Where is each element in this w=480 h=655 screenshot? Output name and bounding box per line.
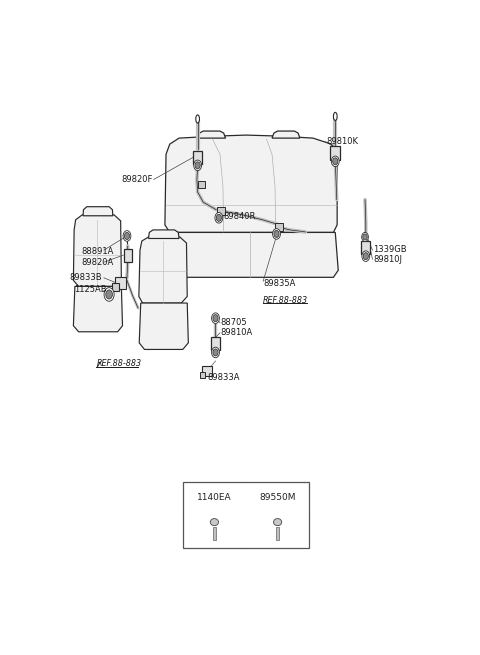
Bar — [112, 284, 119, 291]
Circle shape — [215, 212, 223, 223]
Ellipse shape — [196, 115, 200, 123]
Circle shape — [106, 290, 112, 299]
Bar — [115, 277, 126, 290]
Polygon shape — [148, 230, 179, 238]
Polygon shape — [139, 237, 187, 303]
Bar — [330, 146, 340, 160]
Polygon shape — [160, 233, 338, 277]
Circle shape — [213, 314, 218, 322]
Bar — [276, 523, 279, 527]
Circle shape — [363, 253, 368, 259]
Circle shape — [213, 349, 218, 356]
Text: 88705: 88705 — [221, 318, 247, 328]
Circle shape — [333, 158, 338, 165]
Circle shape — [362, 233, 368, 242]
Bar — [275, 223, 283, 231]
Bar — [183, 482, 309, 548]
Text: 89810A: 89810A — [221, 328, 253, 337]
Text: 89835A: 89835A — [264, 279, 296, 288]
Text: 89820A: 89820A — [82, 257, 114, 267]
Text: 89550M: 89550M — [259, 493, 296, 502]
Circle shape — [362, 251, 370, 261]
Polygon shape — [73, 215, 121, 286]
Bar — [198, 181, 205, 188]
Bar — [276, 527, 279, 540]
Text: 1339GB: 1339GB — [373, 244, 407, 253]
Bar — [202, 366, 212, 376]
Text: 89840R: 89840R — [224, 212, 256, 221]
Circle shape — [331, 156, 339, 166]
Polygon shape — [165, 135, 337, 233]
Text: 1140EA: 1140EA — [197, 493, 232, 502]
Bar — [211, 337, 219, 350]
Ellipse shape — [274, 519, 282, 526]
Bar — [216, 207, 225, 215]
Circle shape — [104, 288, 114, 301]
Bar — [193, 151, 202, 164]
Text: 89820F: 89820F — [121, 175, 153, 184]
Text: 89833B: 89833B — [69, 273, 102, 282]
Bar — [361, 241, 370, 254]
Polygon shape — [83, 207, 113, 215]
Circle shape — [212, 313, 219, 324]
Bar — [213, 523, 216, 527]
Text: 89833A: 89833A — [207, 373, 240, 382]
Ellipse shape — [334, 113, 337, 121]
Text: 89810K: 89810K — [326, 137, 358, 146]
Text: 1125AB: 1125AB — [74, 285, 107, 294]
Circle shape — [216, 214, 221, 221]
Bar — [200, 372, 204, 378]
Circle shape — [274, 231, 279, 238]
Bar — [213, 527, 216, 540]
Circle shape — [273, 229, 280, 239]
Circle shape — [194, 160, 202, 171]
Polygon shape — [139, 303, 188, 349]
Text: REF.88-883: REF.88-883 — [96, 359, 142, 368]
Text: 89810J: 89810J — [373, 255, 402, 264]
Text: REF.88-883: REF.88-883 — [263, 295, 308, 305]
Polygon shape — [73, 286, 122, 332]
Text: 88891A: 88891A — [82, 246, 114, 255]
Circle shape — [195, 162, 200, 169]
Polygon shape — [272, 131, 300, 138]
Circle shape — [363, 234, 367, 240]
Polygon shape — [198, 131, 226, 138]
Circle shape — [124, 233, 130, 240]
Circle shape — [123, 231, 131, 241]
Circle shape — [212, 347, 219, 358]
Ellipse shape — [210, 519, 218, 526]
Bar — [124, 248, 132, 262]
